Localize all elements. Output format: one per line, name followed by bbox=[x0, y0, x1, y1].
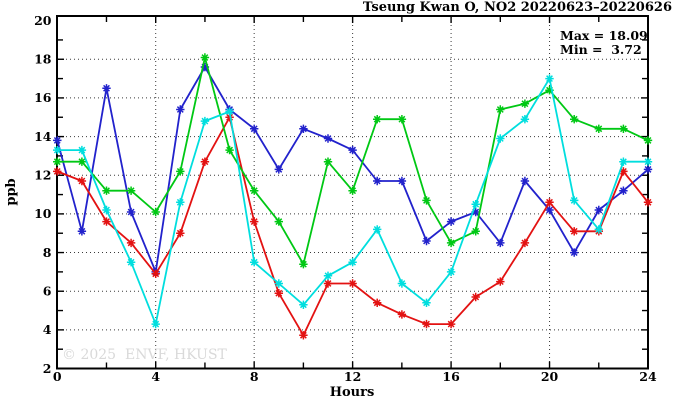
x-axis-title: Hours bbox=[330, 385, 375, 400]
max-stat: Max = 18.09 bbox=[560, 28, 648, 43]
y-tick-label-2: 2 bbox=[43, 361, 52, 376]
min-stat: Min = 3.72 bbox=[560, 42, 642, 57]
y-tick-label-6: 6 bbox=[43, 284, 52, 299]
y-tick-label-12: 12 bbox=[34, 168, 51, 183]
x-tick-label-12: 12 bbox=[344, 369, 361, 384]
x-tick-label-16: 16 bbox=[442, 369, 460, 384]
series-cyan-markers bbox=[53, 74, 653, 329]
y-tick-label-4: 4 bbox=[43, 322, 52, 337]
y-tick-label-16: 16 bbox=[34, 90, 52, 105]
x-tick-label-4: 4 bbox=[151, 369, 160, 384]
y-tick-label-8: 8 bbox=[43, 245, 52, 260]
y-tick-label-18: 18 bbox=[34, 52, 52, 67]
y-tick-label-10: 10 bbox=[34, 206, 52, 221]
y-axis-title: ppb bbox=[4, 178, 19, 205]
plot-frame bbox=[56, 15, 649, 370]
y-tick-label-20: 20 bbox=[34, 13, 52, 28]
watermark: © 2025 ENVF, HKUST bbox=[62, 347, 228, 363]
x-tick-label-20: 20 bbox=[541, 369, 559, 384]
x-tick-label-0: 0 bbox=[53, 369, 62, 384]
x-tick-label-24: 24 bbox=[639, 369, 657, 384]
series-blue-markers bbox=[53, 62, 653, 277]
chart-title: Tseung Kwan O, NO2 20220623–20220626 bbox=[363, 0, 672, 15]
x-tick-label-8: 8 bbox=[250, 369, 259, 384]
series-green-markers bbox=[53, 53, 653, 269]
y-tick-label-14: 14 bbox=[34, 129, 52, 144]
